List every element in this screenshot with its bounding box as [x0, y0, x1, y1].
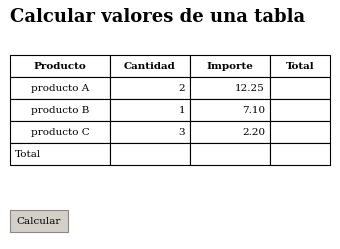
- Bar: [10, 99, 110, 121]
- Text: Calcular valores de una tabla: Calcular valores de una tabla: [10, 8, 305, 26]
- Bar: [270, 99, 330, 121]
- Bar: [270, 55, 330, 77]
- Bar: [110, 121, 190, 143]
- Bar: [190, 77, 270, 99]
- Bar: [190, 55, 270, 77]
- Text: Total: Total: [286, 62, 314, 70]
- Bar: [10, 55, 110, 77]
- Bar: [270, 121, 330, 143]
- Bar: [190, 143, 270, 165]
- Text: producto A: producto A: [31, 83, 89, 92]
- Text: 3: 3: [178, 127, 185, 136]
- Text: Calcular: Calcular: [17, 216, 61, 226]
- Bar: [110, 143, 190, 165]
- Text: Total: Total: [15, 149, 41, 159]
- Bar: [10, 77, 110, 99]
- Bar: [270, 77, 330, 99]
- Bar: [10, 143, 110, 165]
- Text: 7.10: 7.10: [242, 106, 265, 115]
- Text: producto C: producto C: [31, 127, 89, 136]
- Text: Producto: Producto: [34, 62, 86, 70]
- Text: 2: 2: [178, 83, 185, 92]
- Bar: [270, 143, 330, 165]
- Text: 2.20: 2.20: [242, 127, 265, 136]
- Text: 12.25: 12.25: [235, 83, 265, 92]
- Bar: [10, 210, 68, 232]
- Text: producto B: producto B: [31, 106, 89, 115]
- Text: 1: 1: [178, 106, 185, 115]
- Bar: [110, 99, 190, 121]
- Bar: [190, 121, 270, 143]
- Bar: [190, 99, 270, 121]
- Bar: [110, 77, 190, 99]
- Bar: [10, 121, 110, 143]
- Bar: [110, 55, 190, 77]
- Text: Cantidad: Cantidad: [124, 62, 176, 70]
- Text: Importe: Importe: [207, 62, 253, 70]
